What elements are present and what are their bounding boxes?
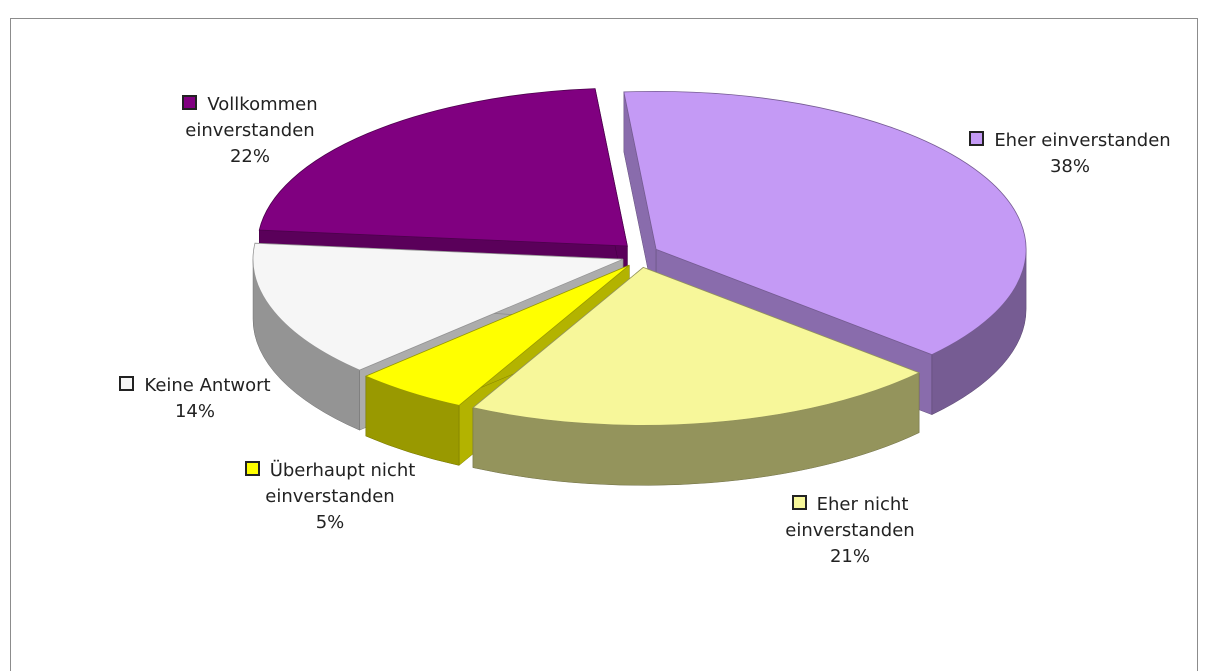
value-label: 38% <box>1049 156 1090 177</box>
legend-marker <box>969 131 985 146</box>
legend-marker <box>791 495 807 510</box>
value-label: 22% <box>229 146 270 167</box>
category-name: Eher einverstanden <box>994 130 1171 151</box>
category-name: Eher nicht einverstanden <box>785 494 915 541</box>
legend-label: Eher einverstanden 38% <box>950 128 1190 180</box>
slice <box>252 242 624 371</box>
slice <box>472 266 921 426</box>
legend-marker <box>119 376 135 391</box>
chart-frame <box>10 18 1198 671</box>
category-name: Vollkommen einverstanden <box>185 94 318 141</box>
value-label: 21% <box>829 546 870 567</box>
value-label: 14% <box>174 401 215 422</box>
value-label: 5% <box>315 512 345 533</box>
legend-label: Keine Antwort 14% <box>95 373 295 425</box>
legend-marker <box>244 461 260 476</box>
category-name: Überhaupt nicht einverstanden <box>265 460 416 507</box>
slice <box>258 88 628 247</box>
slice <box>623 90 1027 356</box>
legend-marker <box>182 95 198 110</box>
legend-label: Eher nicht einverstanden 21% <box>750 492 950 570</box>
legend-label: Überhaupt nicht einverstanden 5% <box>225 458 435 536</box>
category-name: Keine Antwort <box>144 375 271 396</box>
legend-label: Vollkommen einverstanden 22% <box>145 92 355 170</box>
slice <box>364 264 630 406</box>
